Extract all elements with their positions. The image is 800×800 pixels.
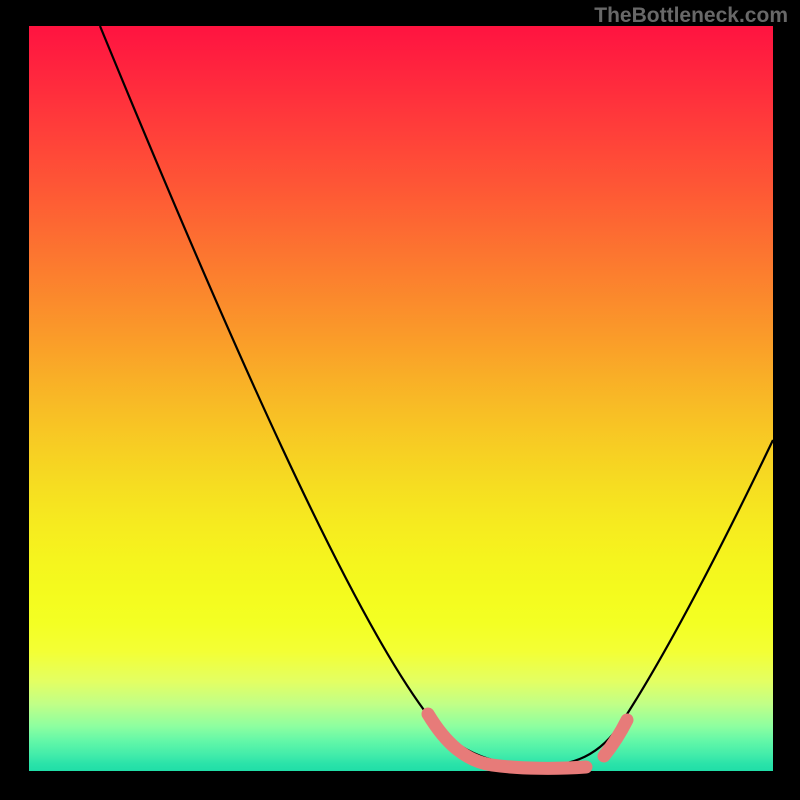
chart-background-rect xyxy=(29,26,773,771)
stage: TheBottleneck.com xyxy=(0,0,800,800)
chart-svg xyxy=(0,0,800,800)
watermark-text: TheBottleneck.com xyxy=(594,4,788,28)
